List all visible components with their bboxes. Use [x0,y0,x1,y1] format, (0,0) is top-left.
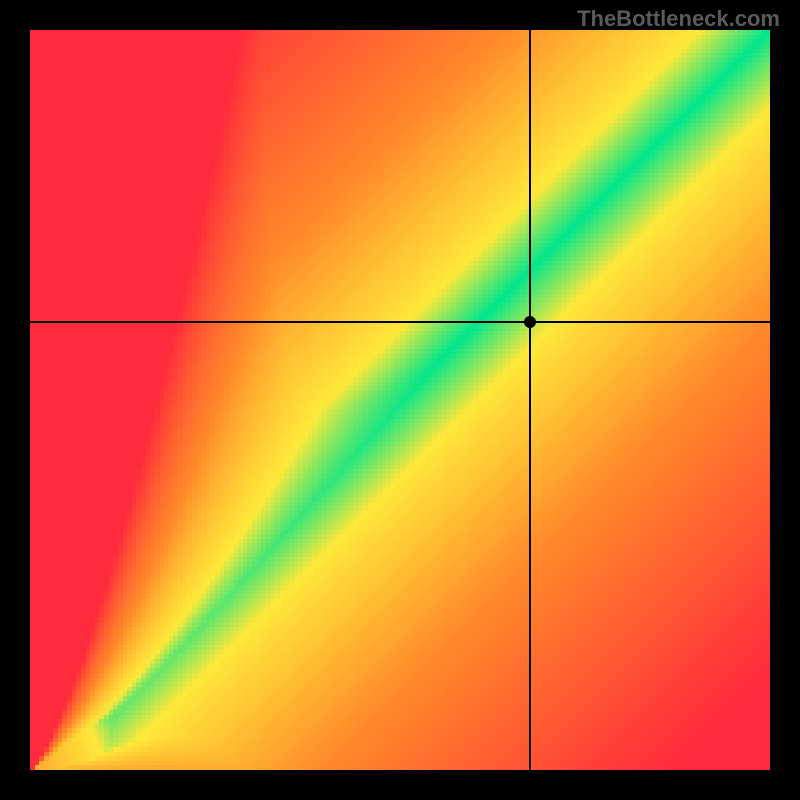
crosshair-vertical [529,30,531,770]
selection-marker [524,316,536,328]
crosshair-horizontal [30,321,770,323]
watermark-text: TheBottleneck.com [577,6,780,32]
bottleneck-heatmap [30,30,770,770]
chart-container: { "canvas": { "width": 800, "height": 80… [0,0,800,800]
